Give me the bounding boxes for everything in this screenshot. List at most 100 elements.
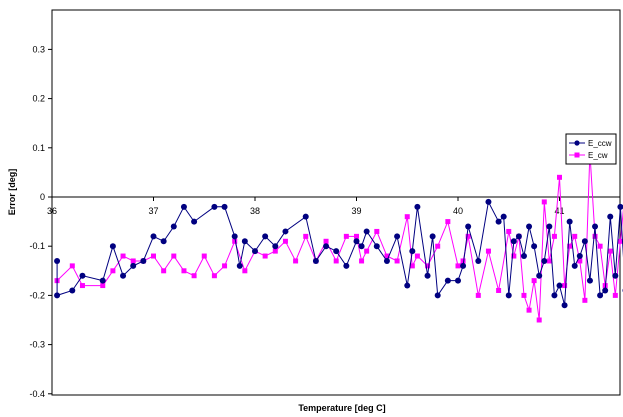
data-point: [607, 213, 614, 220]
series-e-ccw: [54, 198, 623, 309]
data-point: [222, 263, 228, 269]
data-point: [358, 243, 365, 250]
data-point: [302, 213, 309, 220]
data-point: [241, 238, 248, 245]
data-point: [546, 223, 553, 230]
y-tick-label: 0.3: [32, 44, 45, 54]
legend-label: E_ccw: [588, 139, 612, 148]
data-point: [444, 277, 451, 284]
x-tick-label: 41: [554, 206, 564, 216]
data-point: [79, 272, 86, 279]
data-point: [592, 233, 598, 239]
data-point: [592, 223, 599, 230]
data-point: [293, 258, 299, 264]
legend: E_ccw E_cw: [565, 133, 617, 165]
data-point: [455, 263, 461, 269]
data-point: [323, 238, 329, 244]
data-point: [571, 262, 578, 269]
data-point: [465, 233, 471, 239]
data-point: [211, 203, 218, 210]
data-point: [617, 238, 623, 244]
data-point: [429, 233, 436, 240]
data-point: [602, 287, 609, 294]
data-point: [262, 233, 269, 240]
data-point: [572, 233, 578, 239]
y-tick-label: 0.1: [32, 143, 45, 153]
data-point: [383, 257, 390, 264]
data-point: [581, 238, 588, 245]
data-point: [364, 248, 370, 254]
data-point: [562, 283, 568, 289]
data-point: [434, 292, 441, 299]
data-point: [236, 262, 243, 269]
data-point: [414, 203, 421, 210]
y-tick-label: 0: [40, 192, 45, 202]
data-point: [409, 248, 416, 255]
data-point: [531, 278, 537, 284]
data-point: [404, 282, 411, 289]
data-point: [303, 233, 309, 239]
data-point: [232, 238, 238, 244]
data-point: [191, 273, 197, 279]
data-point: [110, 268, 116, 274]
data-point: [262, 253, 268, 259]
data-point: [465, 223, 472, 230]
data-point: [597, 292, 604, 299]
y-axis: -0.4 -0.3 -0.2 -0.1 0 0.1 0.2 0.3: [29, 44, 52, 399]
data-point: [557, 174, 562, 180]
data-point: [567, 243, 573, 249]
data-point: [541, 199, 547, 205]
data-point: [394, 233, 401, 240]
legend-marker: [574, 140, 580, 146]
data-point: [120, 253, 126, 259]
data-point: [171, 253, 177, 259]
plot-area-border: [51, 9, 621, 396]
data-point: [343, 233, 349, 239]
data-point: [546, 258, 552, 264]
data-point: [404, 214, 410, 220]
data-point: [231, 233, 238, 240]
data-point: [551, 233, 557, 239]
data-point: [526, 307, 532, 313]
data-point: [374, 228, 380, 234]
x-tick-label: 36: [47, 206, 57, 216]
data-point: [531, 243, 538, 250]
data-point: [373, 243, 380, 250]
x-axis-title: Temperature [deg C]: [298, 403, 385, 413]
data-point: [282, 238, 288, 244]
y-tick-label: -0.2: [29, 290, 45, 300]
data-point: [612, 272, 619, 279]
data-point: [435, 243, 441, 249]
data-point: [566, 218, 573, 225]
data-point: [353, 238, 360, 245]
y-tick-label: -0.1: [29, 241, 45, 251]
data-point: [425, 263, 431, 269]
data-point: [556, 282, 563, 289]
legend-box: [565, 133, 617, 165]
data-point: [282, 228, 289, 235]
data-point: [485, 198, 492, 205]
data-point: [384, 253, 390, 259]
data-point: [460, 258, 466, 264]
data-point: [394, 258, 400, 264]
legend-marker: [574, 152, 580, 158]
data-point: [191, 218, 198, 225]
data-point: [363, 228, 370, 235]
legend-label: E_cw: [588, 151, 608, 160]
data-point: [536, 272, 543, 279]
data-point: [506, 228, 512, 234]
data-point: [526, 223, 533, 230]
data-point: [109, 243, 116, 250]
y-tick-label: 0.2: [32, 94, 45, 104]
data-point: [577, 258, 583, 264]
data-point: [120, 272, 127, 279]
data-point: [617, 203, 623, 210]
data-point: [161, 268, 167, 274]
data-point: [160, 238, 167, 245]
data-point: [79, 283, 85, 289]
data-point: [151, 253, 156, 259]
data-point: [211, 273, 217, 279]
data-point: [561, 302, 568, 309]
data-point: [515, 233, 522, 240]
